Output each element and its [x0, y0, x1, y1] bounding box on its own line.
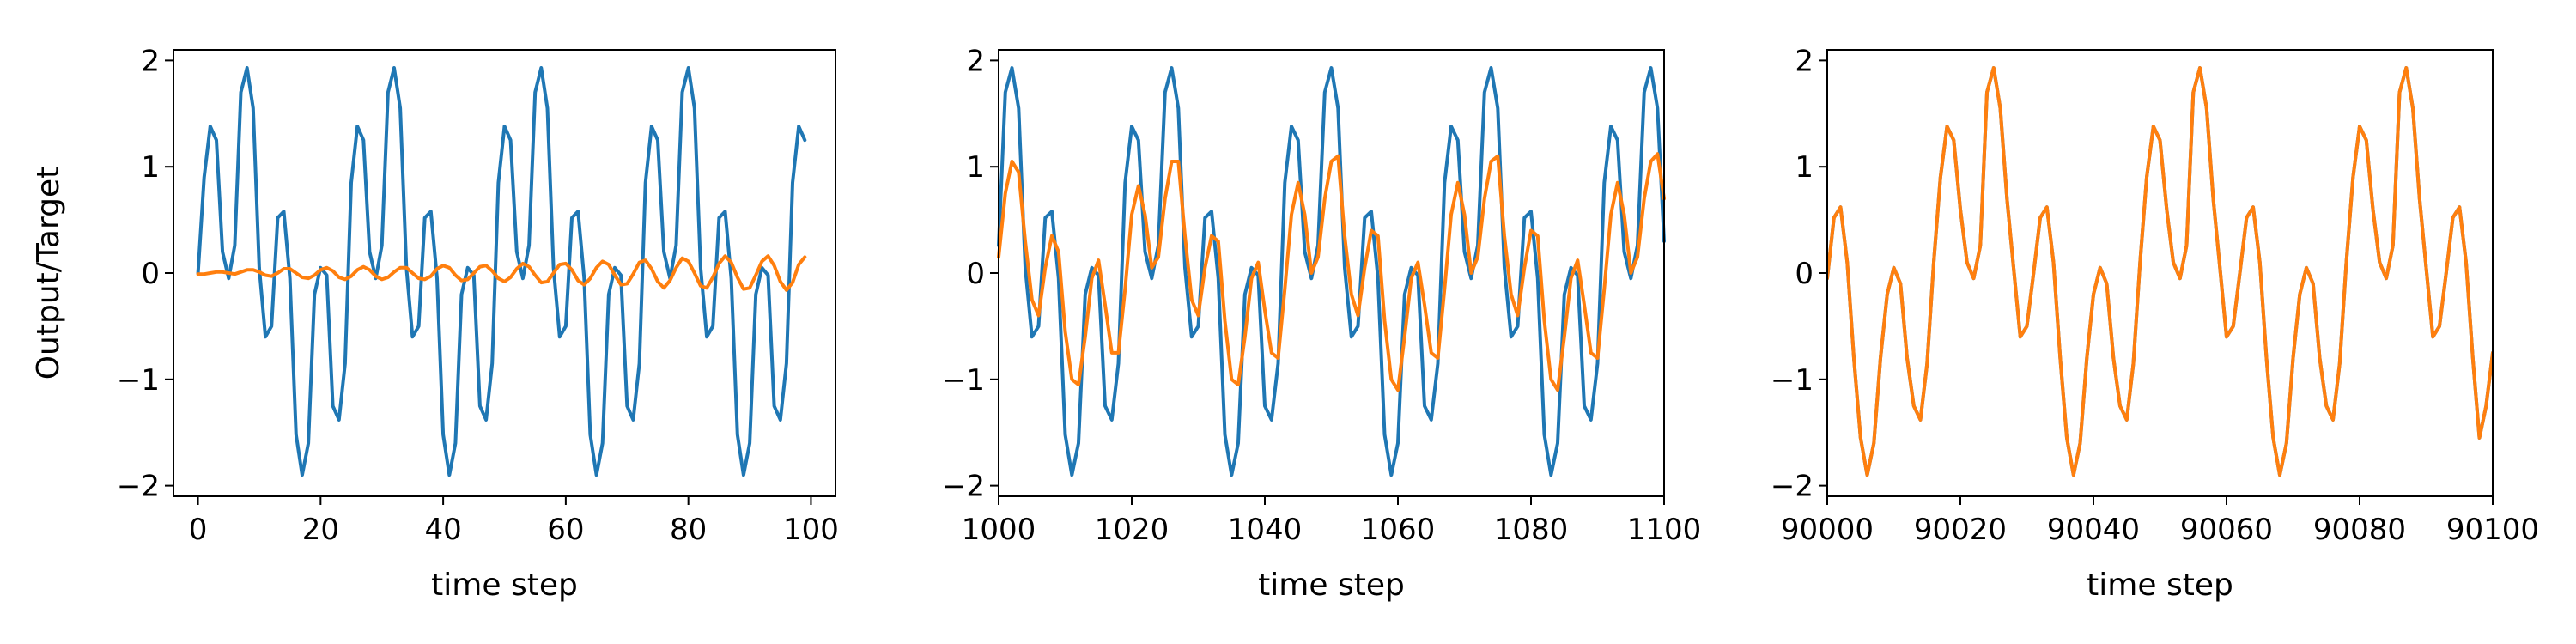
plot-frame [173, 49, 836, 497]
series-line-1 [196, 66, 807, 477]
x-tick-label: 90020 [1914, 513, 2007, 547]
plot-frame [998, 49, 1665, 497]
y-axis-label: Output/Target [31, 167, 66, 380]
x-tick-label: 80 [670, 513, 707, 547]
x-axis-label: time step [2087, 568, 2233, 603]
series-line-2 [196, 254, 807, 292]
y-tick-label: −2 [1771, 470, 1814, 504]
panel-1: 0 20 40 60 80 100 2 1 0 −1 −2 time step [117, 44, 839, 603]
y-tick-label: 0 [141, 257, 160, 291]
y-tick-label: 2 [141, 44, 160, 78]
x-tick-label: 90000 [1781, 513, 1874, 547]
y-tick-label: 1 [966, 150, 985, 185]
x-tick-label: 1060 [1361, 513, 1436, 547]
plot-frame [1826, 49, 2494, 497]
x-tick-label: 90100 [2446, 513, 2539, 547]
y-tick-label: 1 [141, 150, 160, 185]
y-tick-label: 2 [966, 44, 985, 78]
y-tick-label: 0 [966, 257, 985, 291]
series-line-1 [997, 66, 1666, 477]
series-line-2 [997, 152, 1666, 392]
x-axis-label: time step [431, 568, 578, 603]
x-axis-label: time step [1258, 568, 1405, 603]
y-tick-label: 2 [1795, 44, 1814, 78]
x-tick-label: 1040 [1228, 513, 1303, 547]
x-tick-label: 0 [189, 513, 208, 547]
x-tick-label: 1000 [962, 513, 1036, 547]
x-tick-label: 1080 [1494, 513, 1569, 547]
series-line-1 [1826, 66, 2494, 477]
series-line-2 [1826, 66, 2494, 477]
y-tick-label: −1 [942, 363, 985, 398]
x-tick-label: 90060 [2180, 513, 2273, 547]
x-tick-label: 1020 [1095, 513, 1170, 547]
x-tick-label: 20 [302, 513, 339, 547]
y-tick-label: −1 [117, 363, 160, 398]
y-tick-label: −2 [117, 470, 160, 504]
y-tick-label: −1 [1771, 363, 1814, 398]
y-tick-label: −2 [942, 470, 985, 504]
panel-2: 1000 1020 1040 1060 1080 1100 2 1 0 −1 −2 time ste… [942, 44, 1701, 603]
y-tick-label: 0 [1795, 257, 1814, 291]
panel-3: 90000 90020 90040 90060 90080 90100 2 1 0 −1 −2 ti… [1771, 44, 2539, 603]
y-tick-label: 1 [1795, 150, 1814, 185]
x-tick-label: 40 [424, 513, 461, 547]
x-tick-label: 1100 [1627, 513, 1702, 547]
x-tick-label: 60 [547, 513, 584, 547]
x-tick-label: 100 [783, 513, 839, 547]
x-tick-label: 90080 [2313, 513, 2406, 547]
x-tick-label: 90040 [2047, 513, 2140, 547]
